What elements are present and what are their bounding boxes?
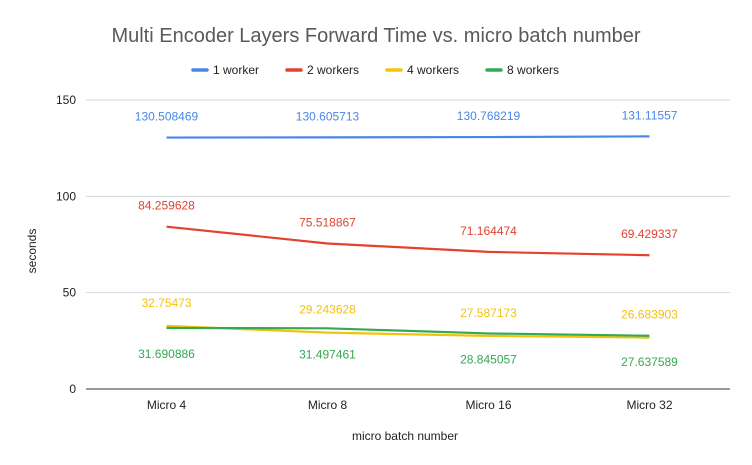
legend-item: 4 workers	[385, 63, 459, 77]
y-tick-label: 0	[69, 382, 76, 396]
data-label: 71.164474	[460, 224, 517, 238]
x-tick-label: Micro 32	[626, 398, 672, 412]
series-line-1	[166, 135, 650, 139]
data-label: 130.508469	[135, 110, 199, 124]
x-axis-ticks: Micro 4 Micro 8 Micro 16 Micro 32	[147, 398, 673, 412]
data-label: 75.518867	[299, 216, 356, 230]
legend-item: 1 worker	[191, 63, 259, 77]
data-label: 27.587173	[460, 306, 517, 320]
chart-title: Multi Encoder Layers Forward Time vs. mi…	[111, 25, 640, 47]
data-label: 130.605713	[296, 109, 360, 123]
data-label: 26.683903	[621, 308, 678, 322]
x-tick-label: Micro 4	[147, 398, 187, 412]
y-axis-title: seconds	[25, 229, 39, 274]
legend-item: 8 workers	[485, 63, 559, 77]
data-label: 32.75473	[141, 296, 191, 310]
legend-label: 1 worker	[213, 63, 259, 77]
data-label: 28.845057	[460, 352, 517, 366]
legend-label: 4 workers	[407, 63, 459, 77]
data-label: 31.690886	[138, 347, 195, 361]
series-line-4	[166, 326, 650, 337]
x-axis-title: micro batch number	[352, 429, 458, 443]
x-tick-label: Micro 8	[308, 398, 348, 412]
legend-label: 2 workers	[307, 63, 359, 77]
series-line-2	[166, 225, 650, 257]
y-axis-ticks: 0 50 100 150	[56, 93, 76, 396]
y-tick-label: 150	[56, 93, 76, 107]
series-lines	[166, 135, 650, 339]
y-tick-label: 100	[56, 189, 76, 203]
legend-label: 8 workers	[507, 63, 559, 77]
data-label: 131.11557	[622, 108, 678, 122]
y-tick-label: 50	[63, 286, 77, 300]
data-label: 29.243628	[299, 303, 356, 317]
series-line-3	[166, 324, 650, 339]
data-label: 27.637589	[621, 355, 678, 369]
x-tick-label: Micro 16	[465, 398, 511, 412]
data-label: 69.429337	[621, 227, 678, 241]
data-label: 31.497461	[299, 347, 356, 361]
data-label: 84.259628	[138, 199, 195, 213]
data-label: 130.768219	[457, 109, 521, 123]
gridlines	[86, 99, 730, 390]
legend-item: 2 workers	[285, 63, 359, 77]
data-labels: 130.508469 130.605713 130.768219 131.11557 8…	[135, 108, 678, 368]
legend: 1 worker 2 workers 4 workers 8 workers	[191, 63, 559, 77]
